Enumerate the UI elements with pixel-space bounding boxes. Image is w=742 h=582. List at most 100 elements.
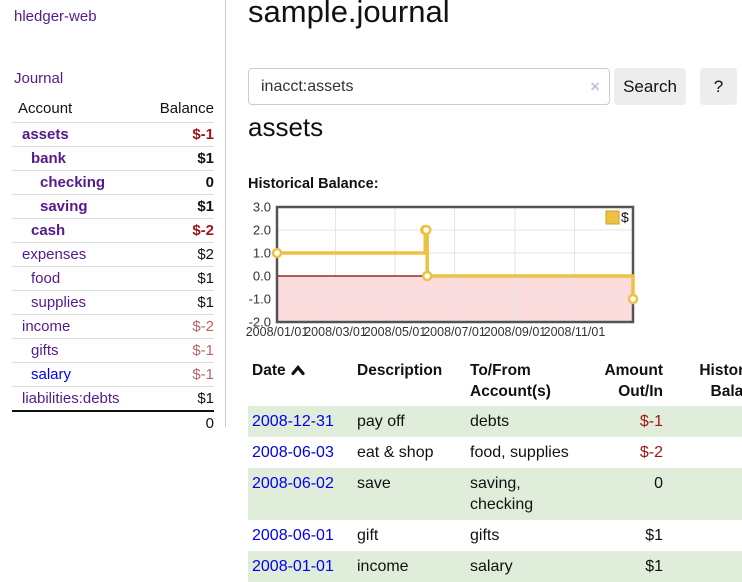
search-button[interactable]: Search (614, 68, 686, 105)
register-balance-cell: $-1 (665, 406, 742, 437)
register-description-cell: gift (357, 527, 379, 544)
transaction-date-link[interactable]: 2008-12-31 (252, 413, 334, 430)
transaction-date-link[interactable]: 2008-06-01 (252, 527, 334, 544)
svg-text:1.0: 1.0 (253, 246, 271, 261)
register-accounts-cell: debts (470, 406, 581, 437)
register-amount-cell: $1 (581, 551, 665, 582)
register-col-header: Historical Balance (665, 356, 742, 406)
account-balance: $1 (146, 194, 214, 219)
accounts-total-value: 0 (146, 410, 214, 435)
account-balance: $1 (146, 266, 214, 291)
sidebar-item-journal[interactable]: Journal (14, 70, 64, 87)
chart-label: Historical Balance: (248, 176, 379, 192)
accounts-header-balance: Balance (159, 100, 214, 117)
main-content: sample.journal × Search ? assets Histori… (246, 0, 742, 582)
register-col-label: Historical Balance (699, 362, 742, 400)
register-col-label: Amount Out/In (604, 362, 663, 400)
account-balance: $1 (146, 290, 214, 315)
svg-text:2008/01/01: 2008/01/01 (246, 325, 309, 339)
svg-text:2008/11/01: 2008/11/01 (544, 325, 606, 339)
register-date-cell: 2008-06-02 (248, 468, 357, 520)
register-date-cell: 2008-01-01 (248, 551, 357, 582)
clear-search-icon[interactable]: × (590, 77, 600, 96)
account-link[interactable]: checking (40, 174, 106, 191)
account-link[interactable]: gifts (31, 342, 59, 359)
accounts-total-row: 0 (12, 410, 214, 435)
transaction-date-link[interactable]: 2008-06-03 (252, 444, 334, 461)
register-amount-cell: $1 (645, 527, 663, 544)
register-balance-cell: $1 (665, 551, 742, 582)
register-accounts-cell: salary (470, 551, 581, 582)
register-balance-cell: $2 (665, 520, 742, 551)
register-description-cell: income (357, 551, 470, 582)
svg-text:2008/09/01: 2008/09/01 (484, 325, 547, 339)
register-date-cell: 2008-06-03 (248, 437, 357, 468)
register-date-cell: 2008-12-31 (248, 406, 357, 437)
account-row: expenses $2 (12, 242, 214, 267)
account-balance: 0 (146, 170, 214, 195)
register-description-cell: eat & shop (357, 444, 434, 461)
account-link[interactable]: cash (31, 222, 66, 239)
register-accounts-cell: food, supplies (470, 444, 569, 461)
sidebar: hledger-web Journal Account Balance asse… (0, 0, 226, 435)
account-balance: $2 (146, 242, 214, 267)
brand-link[interactable]: hledger-web (14, 8, 97, 25)
register-date-cell: 2008-06-01 (248, 520, 357, 551)
account-row: gifts $-1 (12, 338, 214, 363)
register-amount-cell: $-2 (639, 444, 663, 461)
account-link[interactable]: assets (22, 126, 69, 143)
register-col-header[interactable]: Date (248, 356, 357, 406)
register-col-header: Description (357, 356, 470, 406)
account-link[interactable]: saving (40, 198, 88, 215)
account-link[interactable]: liabilities:debts (22, 390, 120, 407)
account-balance: $-2 (146, 218, 214, 243)
register-col-header: Amount Out/In (581, 356, 665, 406)
account-row: saving $1 (12, 194, 214, 219)
svg-text:-1.0: -1.0 (249, 292, 271, 307)
register-col-label: To/From Account(s) (470, 362, 551, 400)
sort-ascending-icon (291, 365, 305, 376)
account-link[interactable]: supplies (31, 294, 87, 311)
svg-text:2008/03/01: 2008/03/01 (304, 325, 367, 339)
account-balance: $-1 (146, 122, 214, 147)
account-balance: $-1 (146, 362, 214, 387)
account-row: liabilities:debts $1 (12, 386, 214, 411)
account-balance: $1 (146, 146, 214, 171)
account-row: cash $-2 (12, 218, 214, 243)
account-link[interactable]: income (22, 318, 71, 335)
register-table: Date Description To/From Account(s) Amount … (248, 356, 742, 582)
register-accounts-cell: saving, checking (470, 468, 581, 520)
transaction-date-link[interactable]: 2008-06-02 (252, 475, 334, 492)
account-row: salary $-1 (12, 362, 214, 387)
page-title: sample.journal (248, 0, 450, 29)
account-balance: $1 (146, 386, 214, 411)
accounts-table: Account Balance assets $-1 bank $1 checking 0… (12, 96, 214, 435)
account-balance: $-2 (146, 314, 214, 339)
transaction-date-link[interactable]: 2008-01-01 (252, 558, 334, 575)
svg-text:2008/07/01: 2008/07/01 (423, 325, 486, 339)
account-balance: $-1 (146, 338, 214, 363)
help-button[interactable]: ? (700, 68, 737, 105)
historical-balance-chart: $3.0 2.0 1.0 0.0 -1.0 -2.02008/01/012008/03/0… (246, 202, 639, 339)
register-col-label: Description (357, 362, 443, 379)
account-link[interactable]: food (31, 270, 61, 287)
account-link[interactable]: salary (31, 366, 72, 383)
account-row: income $-2 (12, 314, 214, 339)
svg-text:2.0: 2.0 (253, 223, 271, 238)
account-link[interactable]: bank (31, 150, 67, 167)
register-row: 2008-06-03 eat & shop food, supplies $-20 (248, 437, 742, 468)
svg-text:-2.0: -2.0 (249, 315, 271, 330)
svg-text:$: $ (621, 209, 629, 225)
svg-text:3.0: 3.0 (253, 202, 271, 215)
account-row: food $1 (12, 266, 214, 291)
register-col-header: To/From Account(s) (470, 356, 581, 406)
register-amount-cell: $-1 (581, 406, 665, 437)
search-input[interactable] (249, 69, 591, 104)
register-col-label: Date (252, 362, 286, 379)
search-bar: × Search ? (248, 68, 742, 105)
register-row: 2008-06-01 gift gifts $1$2 (248, 520, 742, 551)
account-link[interactable]: expenses (22, 246, 87, 263)
account-row: supplies $1 (12, 290, 214, 315)
